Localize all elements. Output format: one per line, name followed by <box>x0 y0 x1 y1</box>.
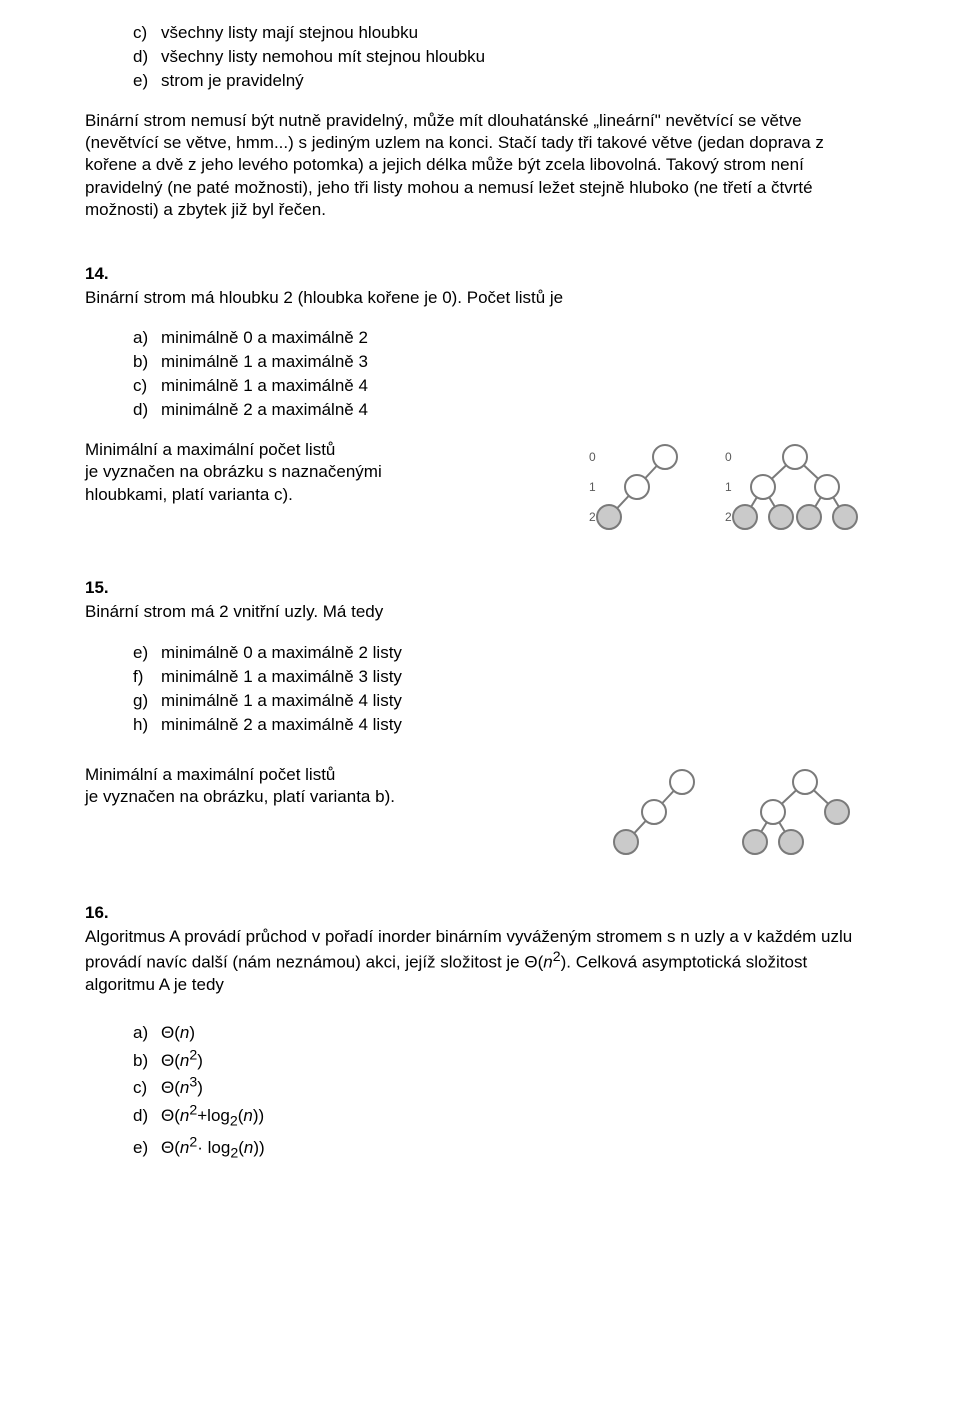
leaf-node-icon <box>833 505 857 529</box>
option-text: Θ(n2+log2(n)) <box>161 1106 264 1125</box>
question-14-number: 14. <box>85 263 875 285</box>
internal-node-icon <box>653 445 677 469</box>
leaf-node-icon <box>797 505 821 529</box>
option-marker: f) <box>133 666 161 688</box>
option-text: Θ(n3) <box>161 1078 203 1097</box>
option-text: minimálně 2 a maximálně 4 <box>161 400 368 419</box>
question-14: 14. Binární strom má hloubku 2 (hloubka … <box>85 263 875 536</box>
leaf-node-icon <box>597 505 621 529</box>
option-item: e)Θ(n2· log2(n)) <box>133 1133 875 1162</box>
top-option-list: c)všechny listy mají stejnou hloubkud)vš… <box>85 22 875 92</box>
internal-node-icon <box>625 475 649 499</box>
internal-node-icon <box>761 800 785 824</box>
option-text: všechny listy mají stejnou hloubku <box>161 23 418 42</box>
tree-diagram: 0 1 2 <box>715 443 875 535</box>
option-text: minimálně 1 a maximálně 3 listy <box>161 667 402 686</box>
question-14-options: a)minimálně 0 a maximálně 2b)minimálně 1… <box>85 327 875 421</box>
option-marker: c) <box>133 375 161 397</box>
option-text: Θ(n2· log2(n)) <box>161 1138 265 1157</box>
option-item: c)Θ(n3) <box>133 1074 875 1100</box>
option-text: minimálně 1 a maximálně 4 listy <box>161 691 402 710</box>
option-marker: d) <box>133 46 161 68</box>
option-item: b)minimálně 1 a maximálně 3 <box>133 351 875 373</box>
question-15-answer-row: Minimální a maximální počet listů je vyz… <box>85 764 875 860</box>
question-14-text: Binární strom má hloubku 2 (hloubka koře… <box>85 287 875 309</box>
option-item: d)všechny listy nemohou mít stejnou hlou… <box>133 46 875 68</box>
option-text: Θ(n2) <box>161 1051 203 1070</box>
question-14-answer-row: Minimální a maximální počet listů je vyz… <box>85 439 875 535</box>
option-text: Θ(n) <box>161 1023 195 1042</box>
option-marker: c) <box>133 1077 161 1099</box>
option-text: minimálně 0 a maximálně 2 listy <box>161 643 402 662</box>
option-text: minimálně 2 a maximálně 4 listy <box>161 715 402 734</box>
option-marker: a) <box>133 327 161 349</box>
option-marker: a) <box>133 1022 161 1044</box>
question-15-text: Binární strom má 2 vnitřní uzly. Má tedy <box>85 601 875 623</box>
depth-label: 0 <box>725 450 732 464</box>
option-item: b)Θ(n2) <box>133 1046 875 1072</box>
option-marker: h) <box>133 714 161 736</box>
option-text: minimálně 1 a maximálně 4 <box>161 376 368 395</box>
option-text: všechny listy nemohou mít stejnou hloubk… <box>161 47 485 66</box>
option-marker: e) <box>133 70 161 92</box>
option-item: d)Θ(n2+log2(n)) <box>133 1102 875 1131</box>
page: c)všechny listy mají stejnou hloubkud)vš… <box>0 0 960 1403</box>
option-text: minimálně 1 a maximálně 3 <box>161 352 368 371</box>
leaf-node-icon <box>743 830 767 854</box>
option-marker: c) <box>133 22 161 44</box>
internal-node-icon <box>670 770 694 794</box>
depth-label: 1 <box>589 480 596 494</box>
option-marker: g) <box>133 690 161 712</box>
option-marker: b) <box>133 1050 161 1072</box>
internal-node-icon <box>751 475 775 499</box>
question-16-options: a)Θ(n)b)Θ(n2)c)Θ(n3)d)Θ(n2+log2(n))e)Θ(n… <box>85 1022 875 1163</box>
option-marker: b) <box>133 351 161 373</box>
depth-label: 2 <box>725 510 732 524</box>
leaf-node-icon <box>733 505 757 529</box>
option-item: e)strom je pravidelný <box>133 70 875 92</box>
option-marker: d) <box>133 1105 161 1127</box>
question-15: 15. Binární strom má 2 vnitřní uzly. Má … <box>85 577 875 860</box>
option-item: f)minimálně 1 a maximálně 3 listy <box>133 666 875 688</box>
question-16: 16. Algoritmus A provádí průchod v pořad… <box>85 902 875 1163</box>
depth-label: 0 <box>589 450 596 464</box>
option-item: c)všechny listy mají stejnou hloubku <box>133 22 875 44</box>
question-16-number: 16. <box>85 902 875 924</box>
internal-node-icon <box>815 475 839 499</box>
internal-node-icon <box>793 770 817 794</box>
internal-node-icon <box>783 445 807 469</box>
leaf-node-icon <box>614 830 638 854</box>
tree-diagram <box>607 768 707 860</box>
depth-label: 2 <box>589 510 596 524</box>
question-15-number: 15. <box>85 577 875 599</box>
tree-diagram: 0 1 2 <box>587 443 697 535</box>
option-marker: e) <box>133 642 161 664</box>
question-15-options: e)minimálně 0 a maximálně 2 listyf)minim… <box>85 642 875 736</box>
option-marker: e) <box>133 1137 161 1159</box>
option-item: d)minimálně 2 a maximálně 4 <box>133 399 875 421</box>
option-marker: d) <box>133 399 161 421</box>
question-14-diagram: 0 1 2 0 1 2 <box>587 439 875 535</box>
option-text: strom je pravidelný <box>161 71 304 90</box>
depth-label: 1 <box>725 480 732 494</box>
option-item: g)minimálně 1 a maximálně 4 listy <box>133 690 875 712</box>
question-16-text: Algoritmus A provádí průchod v pořadí in… <box>85 926 875 996</box>
leaf-node-icon <box>825 800 849 824</box>
option-text: minimálně 0 a maximálně 2 <box>161 328 368 347</box>
question-15-answer-text: Minimální a maximální počet listů je vyz… <box>85 764 577 808</box>
leaf-node-icon <box>769 505 793 529</box>
top-explanation: Binární strom nemusí být nutně pravideln… <box>85 110 875 220</box>
option-item: a)Θ(n) <box>133 1022 875 1044</box>
option-item: h)minimálně 2 a maximálně 4 listy <box>133 714 875 736</box>
tree-diagram <box>725 768 875 860</box>
leaf-node-icon <box>779 830 803 854</box>
question-14-answer-text: Minimální a maximální počet listů je vyz… <box>85 439 557 505</box>
internal-node-icon <box>642 800 666 824</box>
option-item: e)minimálně 0 a maximálně 2 listy <box>133 642 875 664</box>
option-item: c)minimálně 1 a maximálně 4 <box>133 375 875 397</box>
question-15-diagram <box>607 764 875 860</box>
option-item: a)minimálně 0 a maximálně 2 <box>133 327 875 349</box>
